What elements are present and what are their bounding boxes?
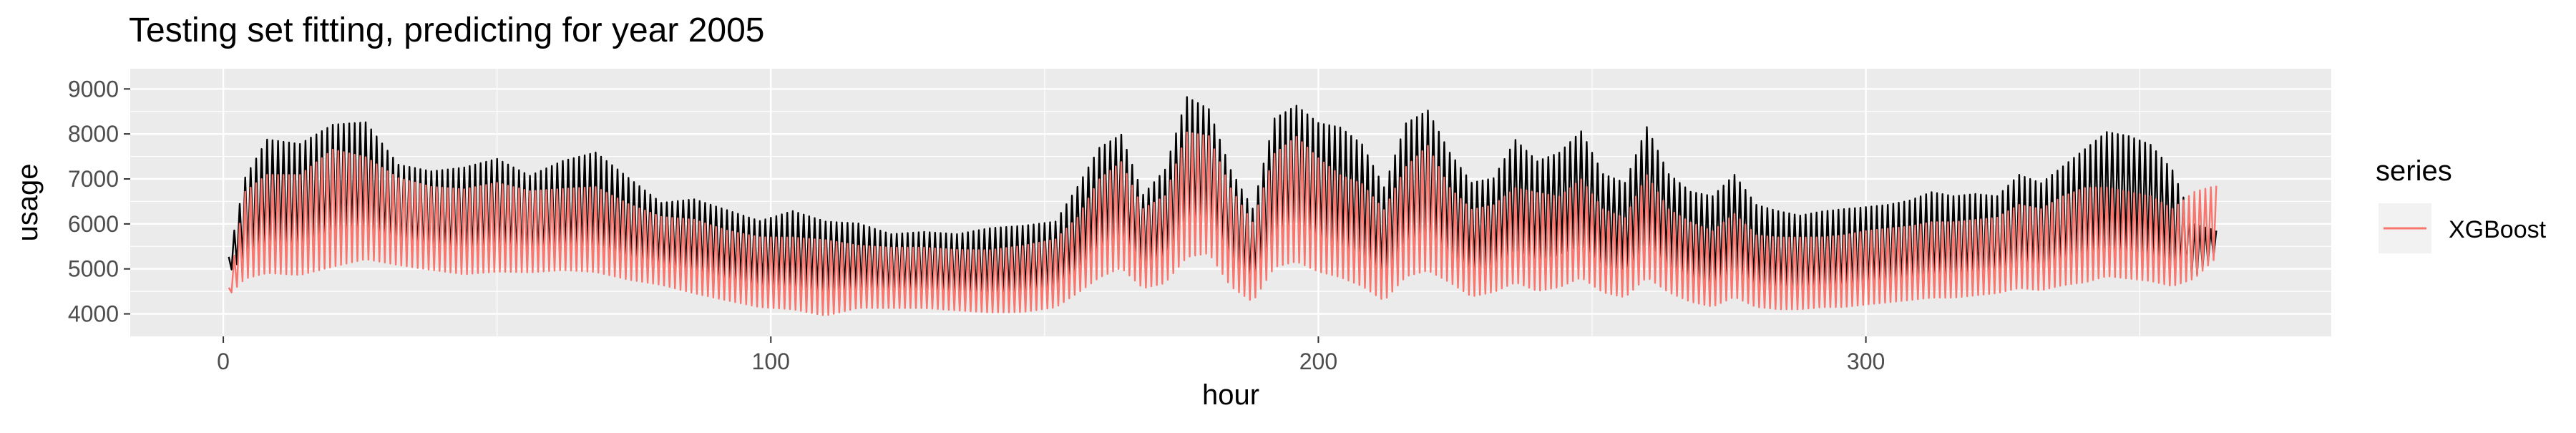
x-axis-label: hour [1202,379,1259,411]
y-tick-label: 4000 [68,301,119,327]
y-tick-label: 6000 [68,211,119,237]
y-tick-label: 7000 [68,166,119,192]
x-tick-label: 300 [1847,349,1885,374]
chart-title: Testing set fitting, predicting for year… [129,11,765,49]
x-tick-label: 200 [1299,349,1337,374]
legend: series XGBoost [2376,155,2547,253]
series-line-xgboost [228,131,2218,316]
legend-label-xgboost: XGBoost [2449,216,2547,243]
x-tick-label: 0 [217,349,230,374]
y-tick-label: 9000 [68,76,119,102]
series-lines [228,96,2218,316]
x-tick-label: 100 [752,349,790,374]
y-axis-ticks: 4000 5000 6000 7000 8000 9000 [68,76,130,327]
x-axis-ticks: 0 100 200 300 [217,336,1885,374]
y-axis-label: usage [12,164,44,242]
y-tick-label: 8000 [68,121,119,147]
legend-title: series [2376,155,2452,187]
y-tick-label: 5000 [68,256,119,282]
